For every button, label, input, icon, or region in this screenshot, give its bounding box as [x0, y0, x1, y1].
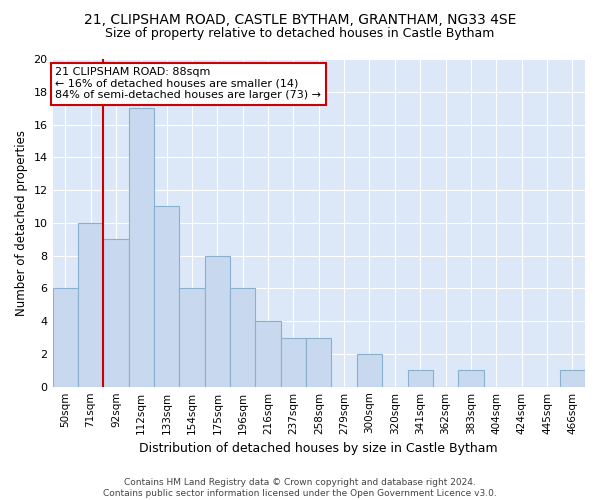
Bar — [179, 288, 205, 386]
Y-axis label: Number of detached properties: Number of detached properties — [15, 130, 28, 316]
Bar — [230, 288, 256, 386]
Text: Size of property relative to detached houses in Castle Bytham: Size of property relative to detached ho… — [106, 28, 494, 40]
Bar — [458, 370, 484, 386]
Bar — [154, 206, 179, 386]
Bar — [53, 288, 78, 386]
Bar — [256, 321, 281, 386]
X-axis label: Distribution of detached houses by size in Castle Bytham: Distribution of detached houses by size … — [139, 442, 498, 455]
Bar — [78, 223, 103, 386]
Bar — [205, 256, 230, 386]
Text: 21, CLIPSHAM ROAD, CASTLE BYTHAM, GRANTHAM, NG33 4SE: 21, CLIPSHAM ROAD, CASTLE BYTHAM, GRANTH… — [84, 12, 516, 26]
Text: Contains HM Land Registry data © Crown copyright and database right 2024.
Contai: Contains HM Land Registry data © Crown c… — [103, 478, 497, 498]
Bar — [306, 338, 331, 386]
Bar — [560, 370, 585, 386]
Bar — [103, 239, 128, 386]
Bar — [128, 108, 154, 386]
Bar — [357, 354, 382, 386]
Text: 21 CLIPSHAM ROAD: 88sqm
← 16% of detached houses are smaller (14)
84% of semi-de: 21 CLIPSHAM ROAD: 88sqm ← 16% of detache… — [55, 67, 321, 100]
Bar — [407, 370, 433, 386]
Bar — [281, 338, 306, 386]
